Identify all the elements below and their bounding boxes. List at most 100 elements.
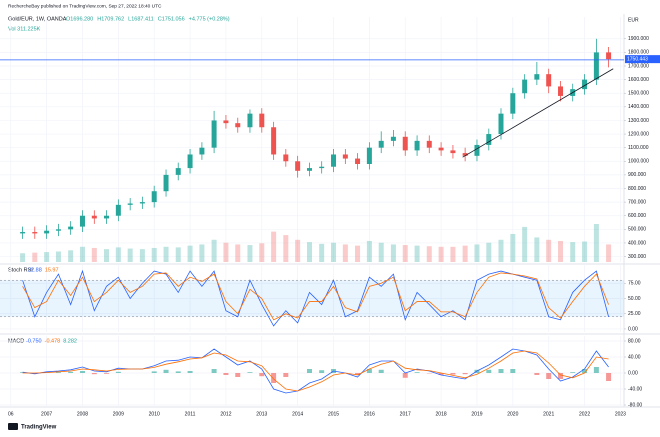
volume-bar (450, 246, 456, 262)
histogram-bar (582, 369, 588, 373)
histogram-bar (450, 373, 456, 375)
y-tick-label: -80.00 (628, 402, 642, 408)
histogram-bar (259, 373, 265, 377)
volume-bar (295, 239, 301, 262)
ohlc-value: L1687.411 (128, 16, 154, 22)
candle-body (20, 232, 26, 234)
y-tick-label: 1300.000 (628, 118, 649, 124)
candle-body (510, 93, 516, 114)
x-tick-label: 2021 (543, 411, 554, 417)
volume-bar (570, 242, 576, 262)
volume-bar (32, 252, 38, 262)
histogram-bar (271, 373, 277, 383)
volume-bar (558, 240, 564, 262)
indicator-value: 22.88 (28, 267, 42, 273)
stoch-band (0, 280, 624, 317)
candle-body (175, 168, 181, 175)
candle-body (414, 140, 420, 151)
volume-bar (355, 245, 361, 262)
candle-body (426, 140, 432, 148)
y-tick-label: 80.00 (628, 338, 641, 344)
candle-body (91, 215, 97, 219)
candle-body (223, 120, 229, 124)
indicator-line (22, 348, 609, 394)
last-price-label: 1750.443 (627, 56, 648, 62)
volume-bar (127, 248, 133, 262)
macd-title: MACD (8, 338, 24, 344)
volume-bar (115, 247, 121, 262)
histogram-bar (486, 369, 492, 373)
candle-body (438, 147, 444, 151)
histogram-bar (175, 371, 181, 373)
candle-body (211, 120, 217, 148)
volume-bar (593, 224, 599, 262)
candle-body (486, 134, 492, 145)
axis-unit: EUR (628, 17, 639, 23)
volume-bar (223, 242, 229, 262)
candle-body (474, 144, 480, 156)
x-tick-label: 2009 (113, 411, 124, 417)
y-tick-label: 1800.000 (628, 50, 649, 56)
y-tick-label: 1400.000 (628, 104, 649, 110)
volume-bar (163, 246, 169, 262)
y-tick-label: 900.000 (628, 172, 646, 178)
candle-body (32, 232, 38, 234)
candle-body (295, 161, 301, 171)
x-tick-label: 2017 (400, 411, 411, 417)
symbol-title: Gold/EUR, 1W, OANDA (8, 16, 67, 22)
x-tick-label: 2020 (507, 411, 518, 417)
x-tick-label: 2008 (77, 411, 88, 417)
logo (8, 423, 18, 430)
candle-body (68, 226, 74, 230)
y-tick-label: 1200.000 (628, 131, 649, 137)
volume-bar (366, 240, 372, 262)
volume-bar (342, 244, 348, 262)
y-tick-label: 25.00 (628, 311, 641, 317)
ohlc-value: H1709.762 (97, 16, 124, 22)
y-tick-label: 1900.000 (628, 36, 649, 42)
volume-bar (91, 247, 97, 262)
trendline (462, 68, 614, 158)
candle-body (522, 79, 528, 94)
candle-body (582, 79, 588, 90)
histogram-bar (68, 371, 74, 373)
volume-bar (283, 235, 289, 262)
x-tick-label: 2007 (41, 411, 52, 417)
volume-bar (79, 246, 85, 262)
histogram-bar (211, 369, 217, 373)
ohlc-value: O1696.280 (66, 16, 93, 22)
x-tick-label: 2012 (220, 411, 231, 417)
volume-bar (20, 253, 26, 262)
volume-bar (474, 244, 480, 262)
histogram-bar (366, 369, 372, 373)
histogram-bar (510, 369, 516, 373)
candle-body (450, 150, 456, 154)
volume-bar (199, 244, 205, 262)
volume-bar (151, 247, 157, 262)
y-tick-label: 75.00 (628, 281, 641, 287)
histogram-bar (79, 371, 85, 373)
y-tick-label: 1500.000 (628, 91, 649, 97)
histogram-bar (546, 373, 552, 379)
histogram-bar (462, 373, 468, 375)
volume-bar (44, 252, 50, 262)
candle-body (546, 74, 552, 87)
histogram-bar (91, 373, 97, 375)
volume-bar (510, 233, 516, 262)
histogram-bar (438, 373, 444, 375)
volume-bar (534, 237, 540, 262)
candle-body (139, 202, 145, 204)
histogram-bar (593, 367, 599, 373)
indicator-value: -0.478 (45, 338, 61, 344)
stoch-title: Stoch RSI (8, 267, 33, 273)
histogram-bar (55, 372, 61, 373)
y-tick-label: 1600.000 (628, 77, 649, 83)
y-tick-label: 300.000 (628, 254, 646, 260)
y-tick-label: 700.000 (628, 199, 646, 205)
volume-bar (271, 231, 277, 262)
volume-bar (522, 226, 528, 262)
candle-body (187, 154, 193, 169)
candle-body (247, 113, 253, 128)
candle-body (390, 136, 396, 141)
